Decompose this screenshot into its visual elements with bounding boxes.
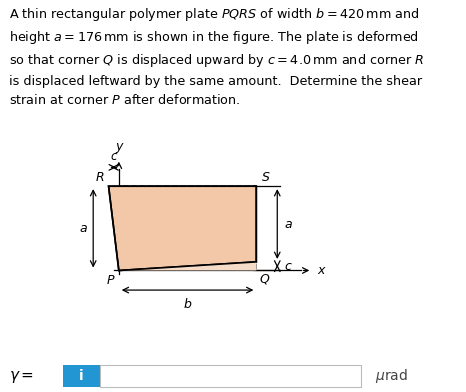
Text: $b$: $b$ [183,297,192,311]
Text: $R$: $R$ [96,171,105,184]
Text: $S$: $S$ [261,171,270,184]
Text: $P$: $P$ [106,274,115,287]
Polygon shape [119,262,256,270]
Text: $Q$: $Q$ [259,272,270,287]
Text: $a$: $a$ [79,222,88,235]
Text: $x$: $x$ [317,264,327,277]
Text: $y$: $y$ [115,141,125,155]
Text: $\gamma =$: $\gamma =$ [9,369,34,385]
Text: $a$: $a$ [284,218,293,230]
Bar [100,365,361,387]
Text: $\mu\mathrm{rad}$: $\mu\mathrm{rad}$ [375,367,408,385]
Text: i: i [79,369,84,383]
Text: A thin rectangular polymer plate $PQRS$ of width $b =  420\,\mathrm{mm}$ and
hei: A thin rectangular polymer plate $PQRS$ … [9,6,425,107]
Text: $c$: $c$ [110,150,118,163]
Polygon shape [109,186,256,270]
Text: $c$: $c$ [284,260,293,273]
Bar [63,365,100,387]
